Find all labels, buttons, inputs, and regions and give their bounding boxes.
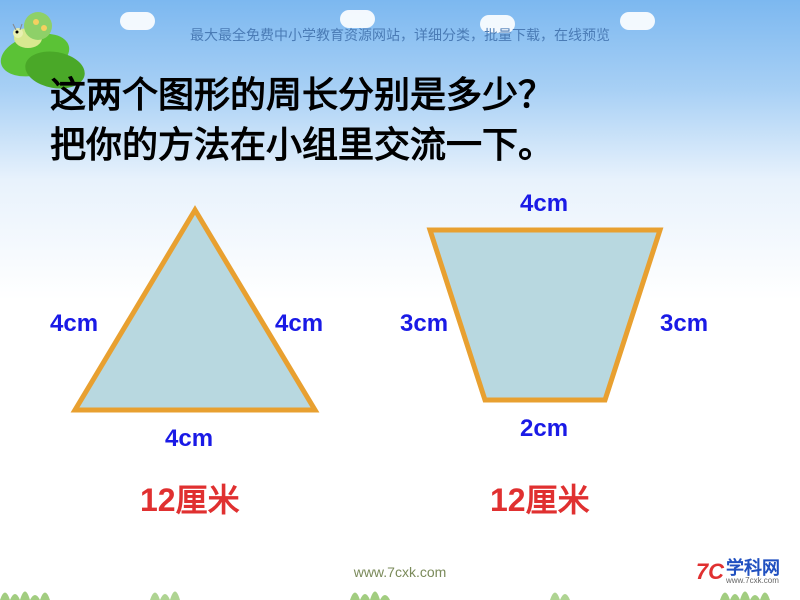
trapezoid-label-bottom: 2cm <box>520 415 568 443</box>
logo-main-text: 学科网 <box>726 559 780 577</box>
grass-decoration <box>0 580 800 600</box>
snail-decoration <box>8 8 58 48</box>
triangle-group: 4cm 4cm 4cm 12厘米 <box>65 200 325 425</box>
question-text: 这两个图形的周长分别是多少？ 把你的方法在小组里交流一下。 <box>50 70 750 171</box>
trapezoid-label-left: 3cm <box>400 310 448 338</box>
trapezoid-group: 4cm 3cm 3cm 2cm 12厘米 <box>420 200 680 430</box>
trapezoid-answer: 12厘米 <box>490 475 590 521</box>
shapes-container: 4cm 4cm 4cm 12厘米 4cm 3cm 3cm 2cm 12厘米 <box>0 200 800 500</box>
trapezoid-shape <box>420 225 680 425</box>
triangle-label-bottom: 4cm <box>165 425 213 453</box>
trapezoid-label-top: 4cm <box>520 190 568 218</box>
triangle-label-right: 4cm <box>275 310 323 338</box>
triangle-label-left: 4cm <box>50 310 98 338</box>
header-subtitle: 最大最全免费中小学教育资源网站，详细分类，批量下载，在线预览 <box>190 25 610 45</box>
question-line2: 把你的方法在小组里交流一下。 <box>50 120 750 170</box>
triangle-answer: 12厘米 <box>140 475 240 521</box>
footer-url: www.7cxk.com <box>354 564 447 580</box>
question-line1: 这两个图形的周长分别是多少？ <box>50 70 750 120</box>
trapezoid-label-right: 3cm <box>660 310 708 338</box>
